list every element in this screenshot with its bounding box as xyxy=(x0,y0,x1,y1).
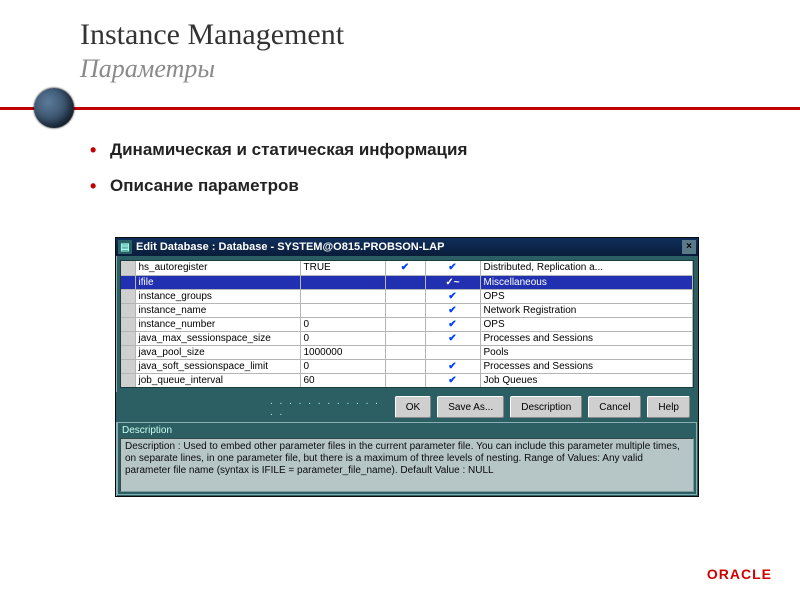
param-check1 xyxy=(385,345,425,359)
title-text: Instance Management xyxy=(80,18,344,51)
table-row[interactable]: hs_autoregisterTRUE✔✔Distributed, Replic… xyxy=(121,261,693,275)
window-titlebar[interactable]: ▤ Edit Database : Database - SYSTEM@O815… xyxy=(116,238,698,256)
oracle-logo: ORACLE xyxy=(707,566,772,582)
table-row[interactable]: instance_name ✔Network Registration xyxy=(121,303,693,317)
param-value[interactable] xyxy=(300,275,385,289)
save-as-button[interactable]: Save As... xyxy=(437,396,504,418)
param-check1 xyxy=(385,359,425,373)
bullet-list: Динамическая и статическая информация Оп… xyxy=(110,140,467,212)
param-category: Distributed, Replication a... xyxy=(480,261,693,275)
table-row[interactable]: java_soft_sessionspace_limit0 ✔Processes … xyxy=(121,359,693,373)
param-name: hs_autoregister xyxy=(135,261,300,275)
param-check2: ✔ xyxy=(425,317,480,331)
param-category: Job Queues xyxy=(480,373,693,387)
param-check1 xyxy=(385,317,425,331)
row-header xyxy=(121,261,135,275)
param-check2: ✔ xyxy=(425,359,480,373)
param-check2: ✔ xyxy=(425,373,480,387)
param-name: java_soft_sessionspace_limit xyxy=(135,359,300,373)
param-check1 xyxy=(385,303,425,317)
param-value[interactable]: 60 xyxy=(300,373,385,387)
param-check2: ✔ xyxy=(425,331,480,345)
param-check2: ✔ xyxy=(425,261,480,275)
globe-icon xyxy=(34,88,74,128)
param-name: instance_groups xyxy=(135,289,300,303)
description-button[interactable]: Description xyxy=(510,396,582,418)
row-header xyxy=(121,275,135,289)
param-category: Network Registration xyxy=(480,303,693,317)
param-category: Processes and Sessions xyxy=(480,331,693,345)
bullet-item: Динамическая и статическая информация xyxy=(110,140,467,160)
table-row[interactable]: job_queue_interval60 ✔Job Queues xyxy=(121,373,693,387)
param-name: instance_name xyxy=(135,303,300,317)
close-icon[interactable]: × xyxy=(682,240,696,254)
row-header xyxy=(121,345,135,359)
param-name: java_max_sessionspace_size xyxy=(135,331,300,345)
window-title: Edit Database : Database - SYSTEM@O815.P… xyxy=(136,241,444,253)
param-value[interactable]: TRUE xyxy=(300,261,385,275)
param-value[interactable] xyxy=(300,289,385,303)
row-header xyxy=(121,317,135,331)
description-text: Description : Used to embed other parame… xyxy=(120,438,694,492)
param-check1: ✔ xyxy=(385,261,425,275)
param-check1 xyxy=(385,275,425,289)
param-check2: ✓~ xyxy=(425,275,480,289)
description-label: Description xyxy=(120,425,694,438)
row-header xyxy=(121,303,135,317)
param-name: job_queue_interval xyxy=(135,373,300,387)
row-header xyxy=(121,373,135,387)
table-row[interactable]: java_pool_size1000000 Pools xyxy=(121,345,693,359)
param-category: OPS xyxy=(480,317,693,331)
param-check2 xyxy=(425,345,480,359)
subtitle-text: Параметры xyxy=(80,54,215,83)
param-check1 xyxy=(385,331,425,345)
row-header xyxy=(121,331,135,345)
param-category: Pools xyxy=(480,345,693,359)
param-name: ifile xyxy=(135,275,300,289)
resize-dots: . . . . . . . . . . . . . . xyxy=(120,396,389,418)
param-value[interactable]: 0 xyxy=(300,359,385,373)
slide-title: Instance Management Параметры xyxy=(80,18,344,84)
help-button[interactable]: Help xyxy=(647,396,690,418)
row-header xyxy=(121,359,135,373)
param-check1 xyxy=(385,289,425,303)
param-name: instance_number xyxy=(135,317,300,331)
description-panel: Description Description : Used to embed … xyxy=(117,422,697,495)
table-row[interactable]: instance_groups ✔OPS xyxy=(121,289,693,303)
bullet-item: Описание параметров xyxy=(110,176,467,196)
row-header xyxy=(121,289,135,303)
param-value[interactable]: 0 xyxy=(300,331,385,345)
cancel-button[interactable]: Cancel xyxy=(588,396,641,418)
param-check2: ✔ xyxy=(425,303,480,317)
table-row[interactable]: ifile ✓~Miscellaneous xyxy=(121,275,693,289)
parameter-grid[interactable]: hs_autoregisterTRUE✔✔Distributed, Replic… xyxy=(120,260,694,388)
param-name: java_pool_size xyxy=(135,345,300,359)
button-bar: . . . . . . . . . . . . . . OK Save As..… xyxy=(116,392,698,422)
param-value[interactable]: 0 xyxy=(300,317,385,331)
param-category: Miscellaneous xyxy=(480,275,693,289)
table-row[interactable]: java_max_sessionspace_size0 ✔Processes an… xyxy=(121,331,693,345)
param-check2: ✔ xyxy=(425,289,480,303)
table-row[interactable]: instance_number0 ✔OPS xyxy=(121,317,693,331)
divider-line xyxy=(0,107,800,110)
param-check1 xyxy=(385,373,425,387)
edit-database-window: ▤ Edit Database : Database - SYSTEM@O815… xyxy=(115,237,699,497)
param-category: OPS xyxy=(480,289,693,303)
window-icon: ▤ xyxy=(118,240,132,254)
param-category: Processes and Sessions xyxy=(480,359,693,373)
param-value[interactable] xyxy=(300,303,385,317)
ok-button[interactable]: OK xyxy=(395,396,431,418)
param-value[interactable]: 1000000 xyxy=(300,345,385,359)
